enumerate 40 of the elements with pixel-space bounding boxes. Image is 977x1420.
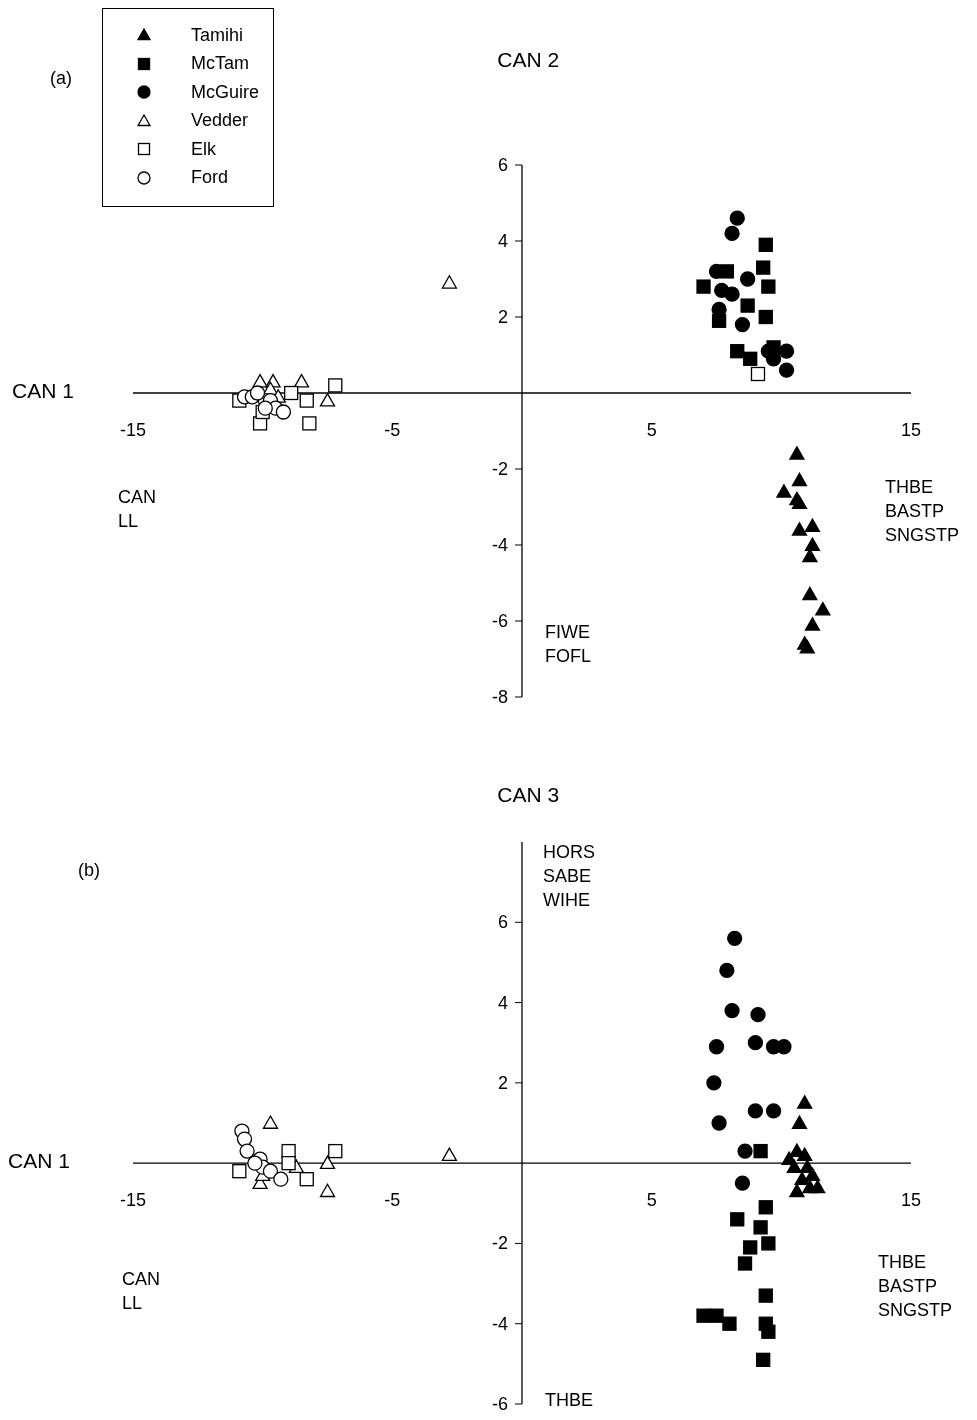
- x-axis-title: CAN 1: [8, 1149, 70, 1174]
- x-tick-label: 15: [900, 1190, 922, 1211]
- y-tick-label: -6: [491, 1394, 508, 1414]
- x-tick-label: -15: [119, 1190, 147, 1211]
- legend-label: Tamihi: [191, 24, 244, 46]
- text: (b): [78, 859, 100, 882]
- y-tick-label: -2: [491, 1233, 508, 1254]
- annotation: HORS SABE WIHE: [543, 841, 596, 912]
- y-tick-label: -2: [491, 459, 508, 479]
- y-tick-label: -8: [491, 687, 508, 707]
- y-tick-label: 2: [497, 1072, 508, 1093]
- legend-label: Elk: [191, 138, 217, 160]
- x-tick-label: 5: [646, 1190, 657, 1211]
- legend-label: Ford: [191, 167, 229, 189]
- annotation: THBE BASTP SNGSTP: [878, 1251, 953, 1322]
- y-tick-label: -4: [491, 1313, 508, 1334]
- annotation: FIWE FOFL: [545, 621, 592, 668]
- y-axis-title: CAN 3: [497, 783, 560, 807]
- y-tick-label: 6: [497, 155, 508, 175]
- chart-title: (a): [50, 67, 72, 90]
- annotation: THBE: [545, 1389, 594, 1412]
- x-tick-label: -15: [119, 420, 147, 440]
- legend-label: McGuire: [191, 81, 260, 103]
- legend-label: Vedder: [191, 110, 249, 132]
- x-tick-label: -5: [384, 420, 401, 440]
- x-tick-label: -5: [384, 1190, 401, 1211]
- x-tick-label: 15: [900, 420, 922, 440]
- x-axis-title: CAN 1: [12, 379, 74, 403]
- y-tick-label: 4: [497, 231, 508, 251]
- y-axis-title: CAN 2: [497, 48, 560, 72]
- annotation: THBE BASTP SNGSTP: [885, 476, 960, 547]
- annotation: CAN LL: [122, 1268, 161, 1315]
- x-tick-label: 5: [646, 420, 657, 440]
- annotation: CAN LL: [118, 486, 157, 533]
- y-tick-label: 4: [497, 992, 508, 1013]
- y-tick-label: 6: [497, 912, 508, 933]
- y-tick-label: -6: [491, 611, 508, 631]
- y-tick-label: -4: [491, 535, 508, 555]
- y-tick-label: 2: [497, 307, 508, 327]
- legend-label: McTam: [191, 53, 249, 75]
